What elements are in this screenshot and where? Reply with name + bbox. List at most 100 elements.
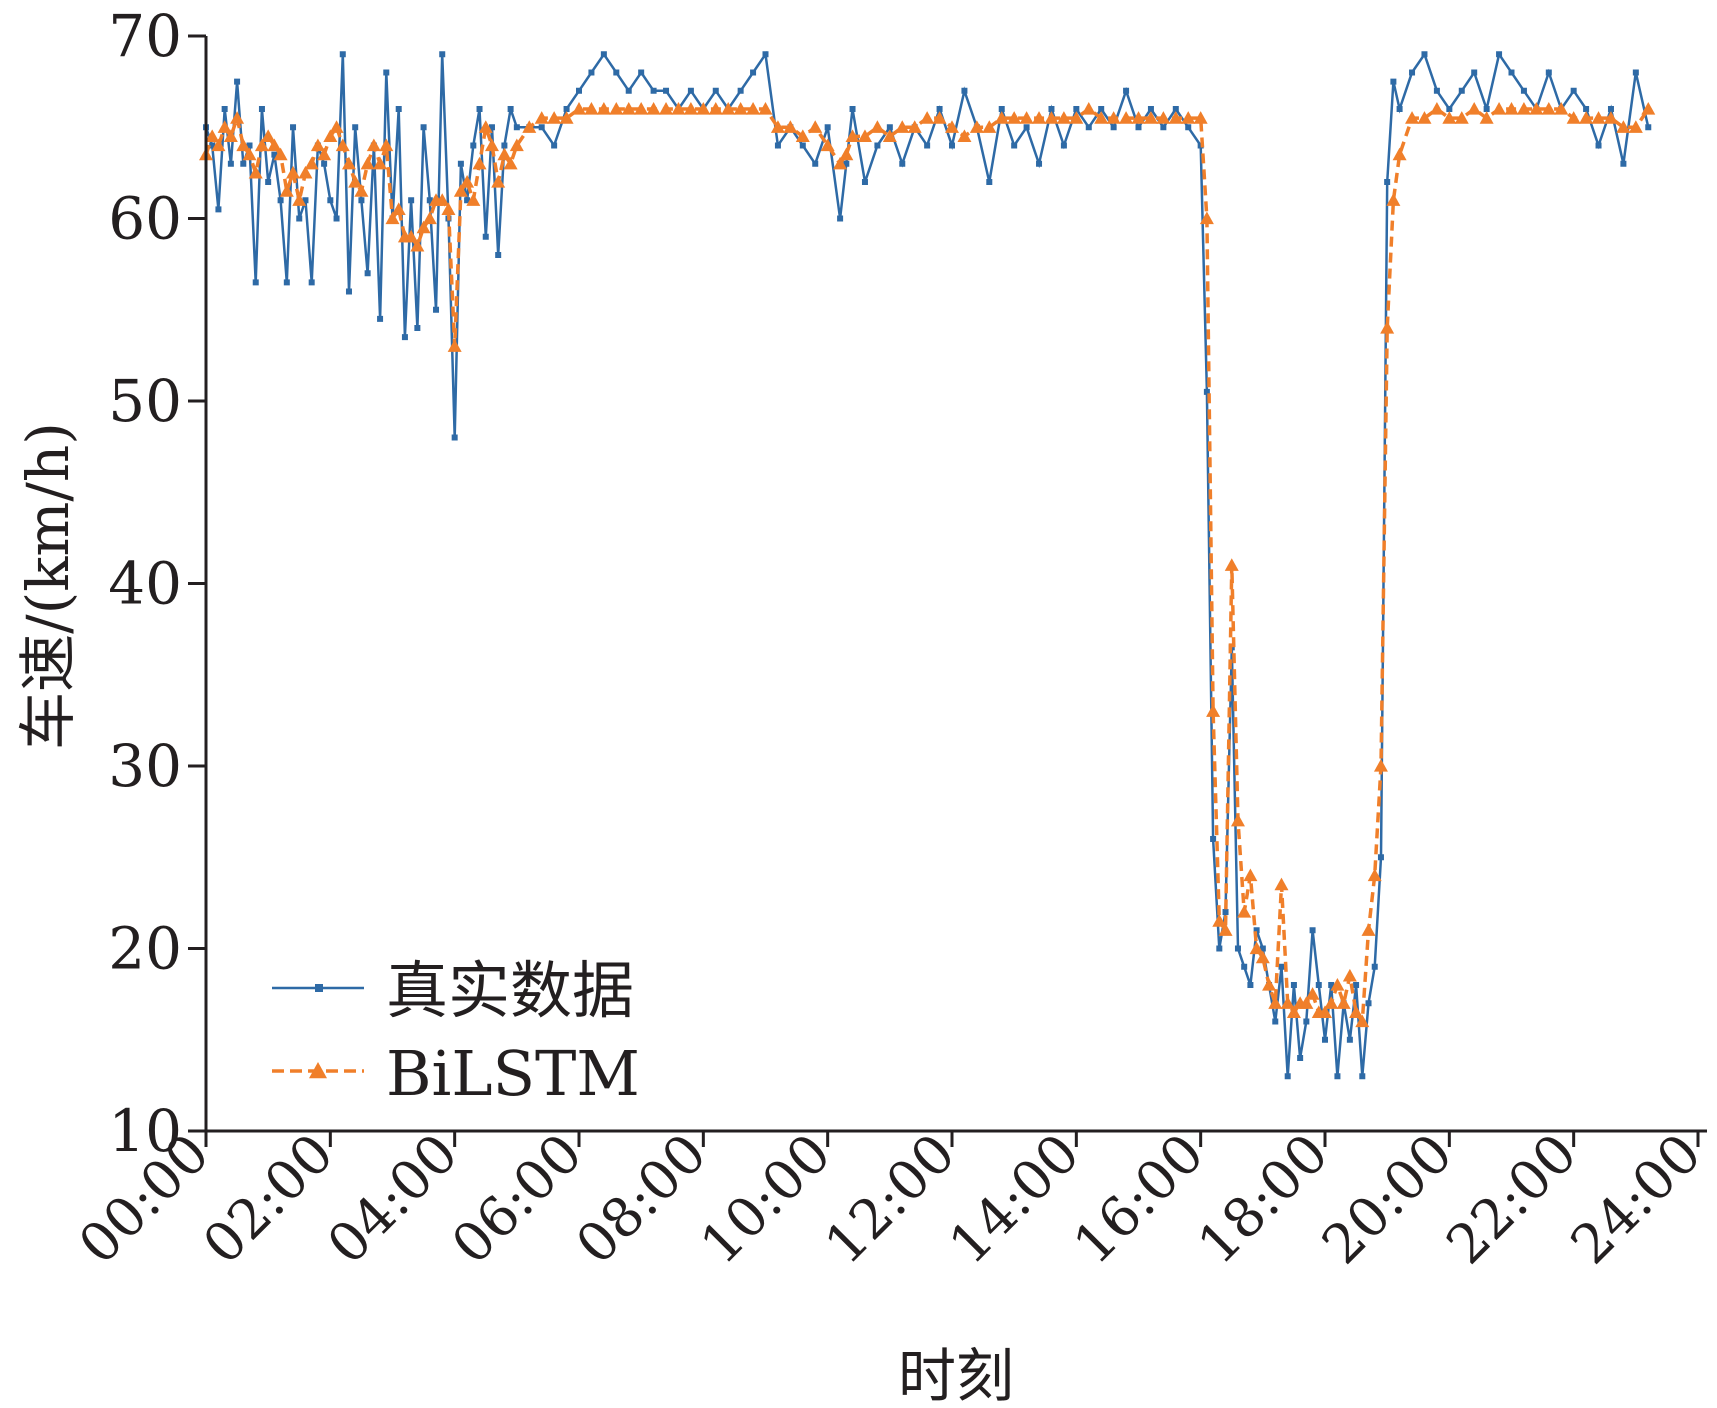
data-point bbox=[1212, 914, 1227, 927]
data-point bbox=[1135, 124, 1142, 131]
data-point bbox=[267, 138, 282, 152]
data-point bbox=[377, 315, 384, 322]
data-point bbox=[1309, 927, 1316, 934]
data-point bbox=[327, 197, 334, 204]
data-point bbox=[373, 156, 388, 170]
data-point bbox=[1361, 923, 1376, 936]
data-point bbox=[1305, 987, 1320, 1000]
data-point bbox=[1259, 945, 1266, 952]
data-point bbox=[683, 102, 698, 115]
data-point bbox=[1098, 106, 1105, 112]
data-point bbox=[1023, 124, 1030, 131]
data-point bbox=[240, 160, 247, 167]
data-point bbox=[1541, 102, 1556, 115]
data-point bbox=[426, 197, 433, 204]
data-point bbox=[246, 142, 253, 149]
data-point bbox=[451, 434, 458, 441]
data-point bbox=[899, 160, 906, 167]
data-point bbox=[994, 111, 1009, 124]
data-point bbox=[414, 325, 421, 331]
data-point bbox=[712, 87, 719, 94]
data-point bbox=[1216, 945, 1223, 952]
data-point bbox=[1346, 1036, 1353, 1043]
data-point bbox=[812, 160, 819, 167]
data-point bbox=[234, 78, 241, 85]
data-point bbox=[317, 147, 332, 161]
data-point bbox=[227, 160, 234, 167]
data-point bbox=[982, 120, 997, 133]
data-point bbox=[596, 102, 611, 115]
y-tick-label: 10 bbox=[108, 1097, 182, 1165]
data-point bbox=[932, 111, 947, 124]
data-point bbox=[843, 160, 850, 167]
data-point bbox=[998, 106, 1005, 112]
data-point bbox=[1290, 982, 1297, 988]
data-point bbox=[808, 120, 823, 133]
data-point bbox=[507, 106, 514, 112]
data-point bbox=[986, 179, 993, 185]
data-point bbox=[457, 160, 464, 167]
data-point bbox=[621, 102, 636, 115]
data-point bbox=[1315, 982, 1322, 988]
data-point bbox=[358, 197, 365, 204]
data-point bbox=[1508, 69, 1515, 76]
data-point bbox=[348, 175, 363, 188]
data-point bbox=[1036, 160, 1043, 167]
data-point bbox=[1371, 963, 1378, 970]
data-point bbox=[258, 106, 265, 112]
x-tick-label: 12:00 bbox=[813, 1122, 968, 1277]
data-point bbox=[663, 87, 670, 94]
data-point bbox=[464, 197, 471, 204]
data-point bbox=[861, 179, 868, 185]
data-point bbox=[1318, 1005, 1332, 1018]
data-point bbox=[874, 142, 881, 149]
data-point bbox=[470, 142, 477, 149]
data-point bbox=[341, 156, 356, 170]
data-point bbox=[1570, 87, 1577, 94]
data-point bbox=[1405, 111, 1420, 124]
data-point bbox=[1545, 69, 1552, 76]
data-point bbox=[721, 102, 736, 115]
data-point bbox=[265, 179, 272, 185]
data-point bbox=[1645, 124, 1652, 131]
data-point bbox=[1297, 1055, 1304, 1061]
data-point bbox=[1253, 927, 1260, 934]
data-point bbox=[522, 120, 537, 133]
data-point bbox=[484, 138, 499, 152]
data-point bbox=[410, 238, 425, 252]
x-tick-label: 18:00 bbox=[1186, 1122, 1341, 1277]
data-point bbox=[839, 147, 854, 161]
data-point bbox=[1243, 868, 1258, 882]
x-tick-label: 10:00 bbox=[688, 1122, 843, 1277]
data-point bbox=[401, 334, 408, 341]
series-layer bbox=[199, 50, 1656, 1080]
data-point bbox=[547, 111, 562, 124]
series-line-bilstm bbox=[204, 106, 1650, 1027]
data-point bbox=[1334, 1073, 1341, 1080]
data-point bbox=[1421, 51, 1428, 58]
y-tick-label: 20 bbox=[108, 915, 182, 983]
data-point bbox=[495, 252, 502, 258]
x-axis-label: 时刻 bbox=[898, 1342, 1014, 1408]
data-point bbox=[1262, 978, 1277, 991]
data-point bbox=[1247, 982, 1254, 988]
data-point bbox=[837, 215, 844, 222]
data-point bbox=[1454, 111, 1469, 124]
data-point bbox=[687, 87, 694, 94]
data-point bbox=[1156, 111, 1171, 124]
data-point bbox=[534, 111, 549, 124]
legend-marker bbox=[309, 1062, 327, 1079]
data-point bbox=[1458, 87, 1465, 94]
data-point bbox=[215, 206, 222, 213]
data-point bbox=[211, 138, 226, 152]
data-point bbox=[1011, 142, 1018, 149]
data-point bbox=[1595, 142, 1602, 149]
x-tick-label: 24:00 bbox=[1559, 1122, 1714, 1277]
data-point bbox=[1032, 111, 1047, 124]
data-point bbox=[1060, 142, 1067, 149]
data-point bbox=[770, 120, 785, 133]
data-point bbox=[1203, 388, 1210, 395]
data-point bbox=[551, 142, 558, 149]
data-point bbox=[945, 120, 959, 133]
data-point bbox=[1566, 111, 1581, 124]
